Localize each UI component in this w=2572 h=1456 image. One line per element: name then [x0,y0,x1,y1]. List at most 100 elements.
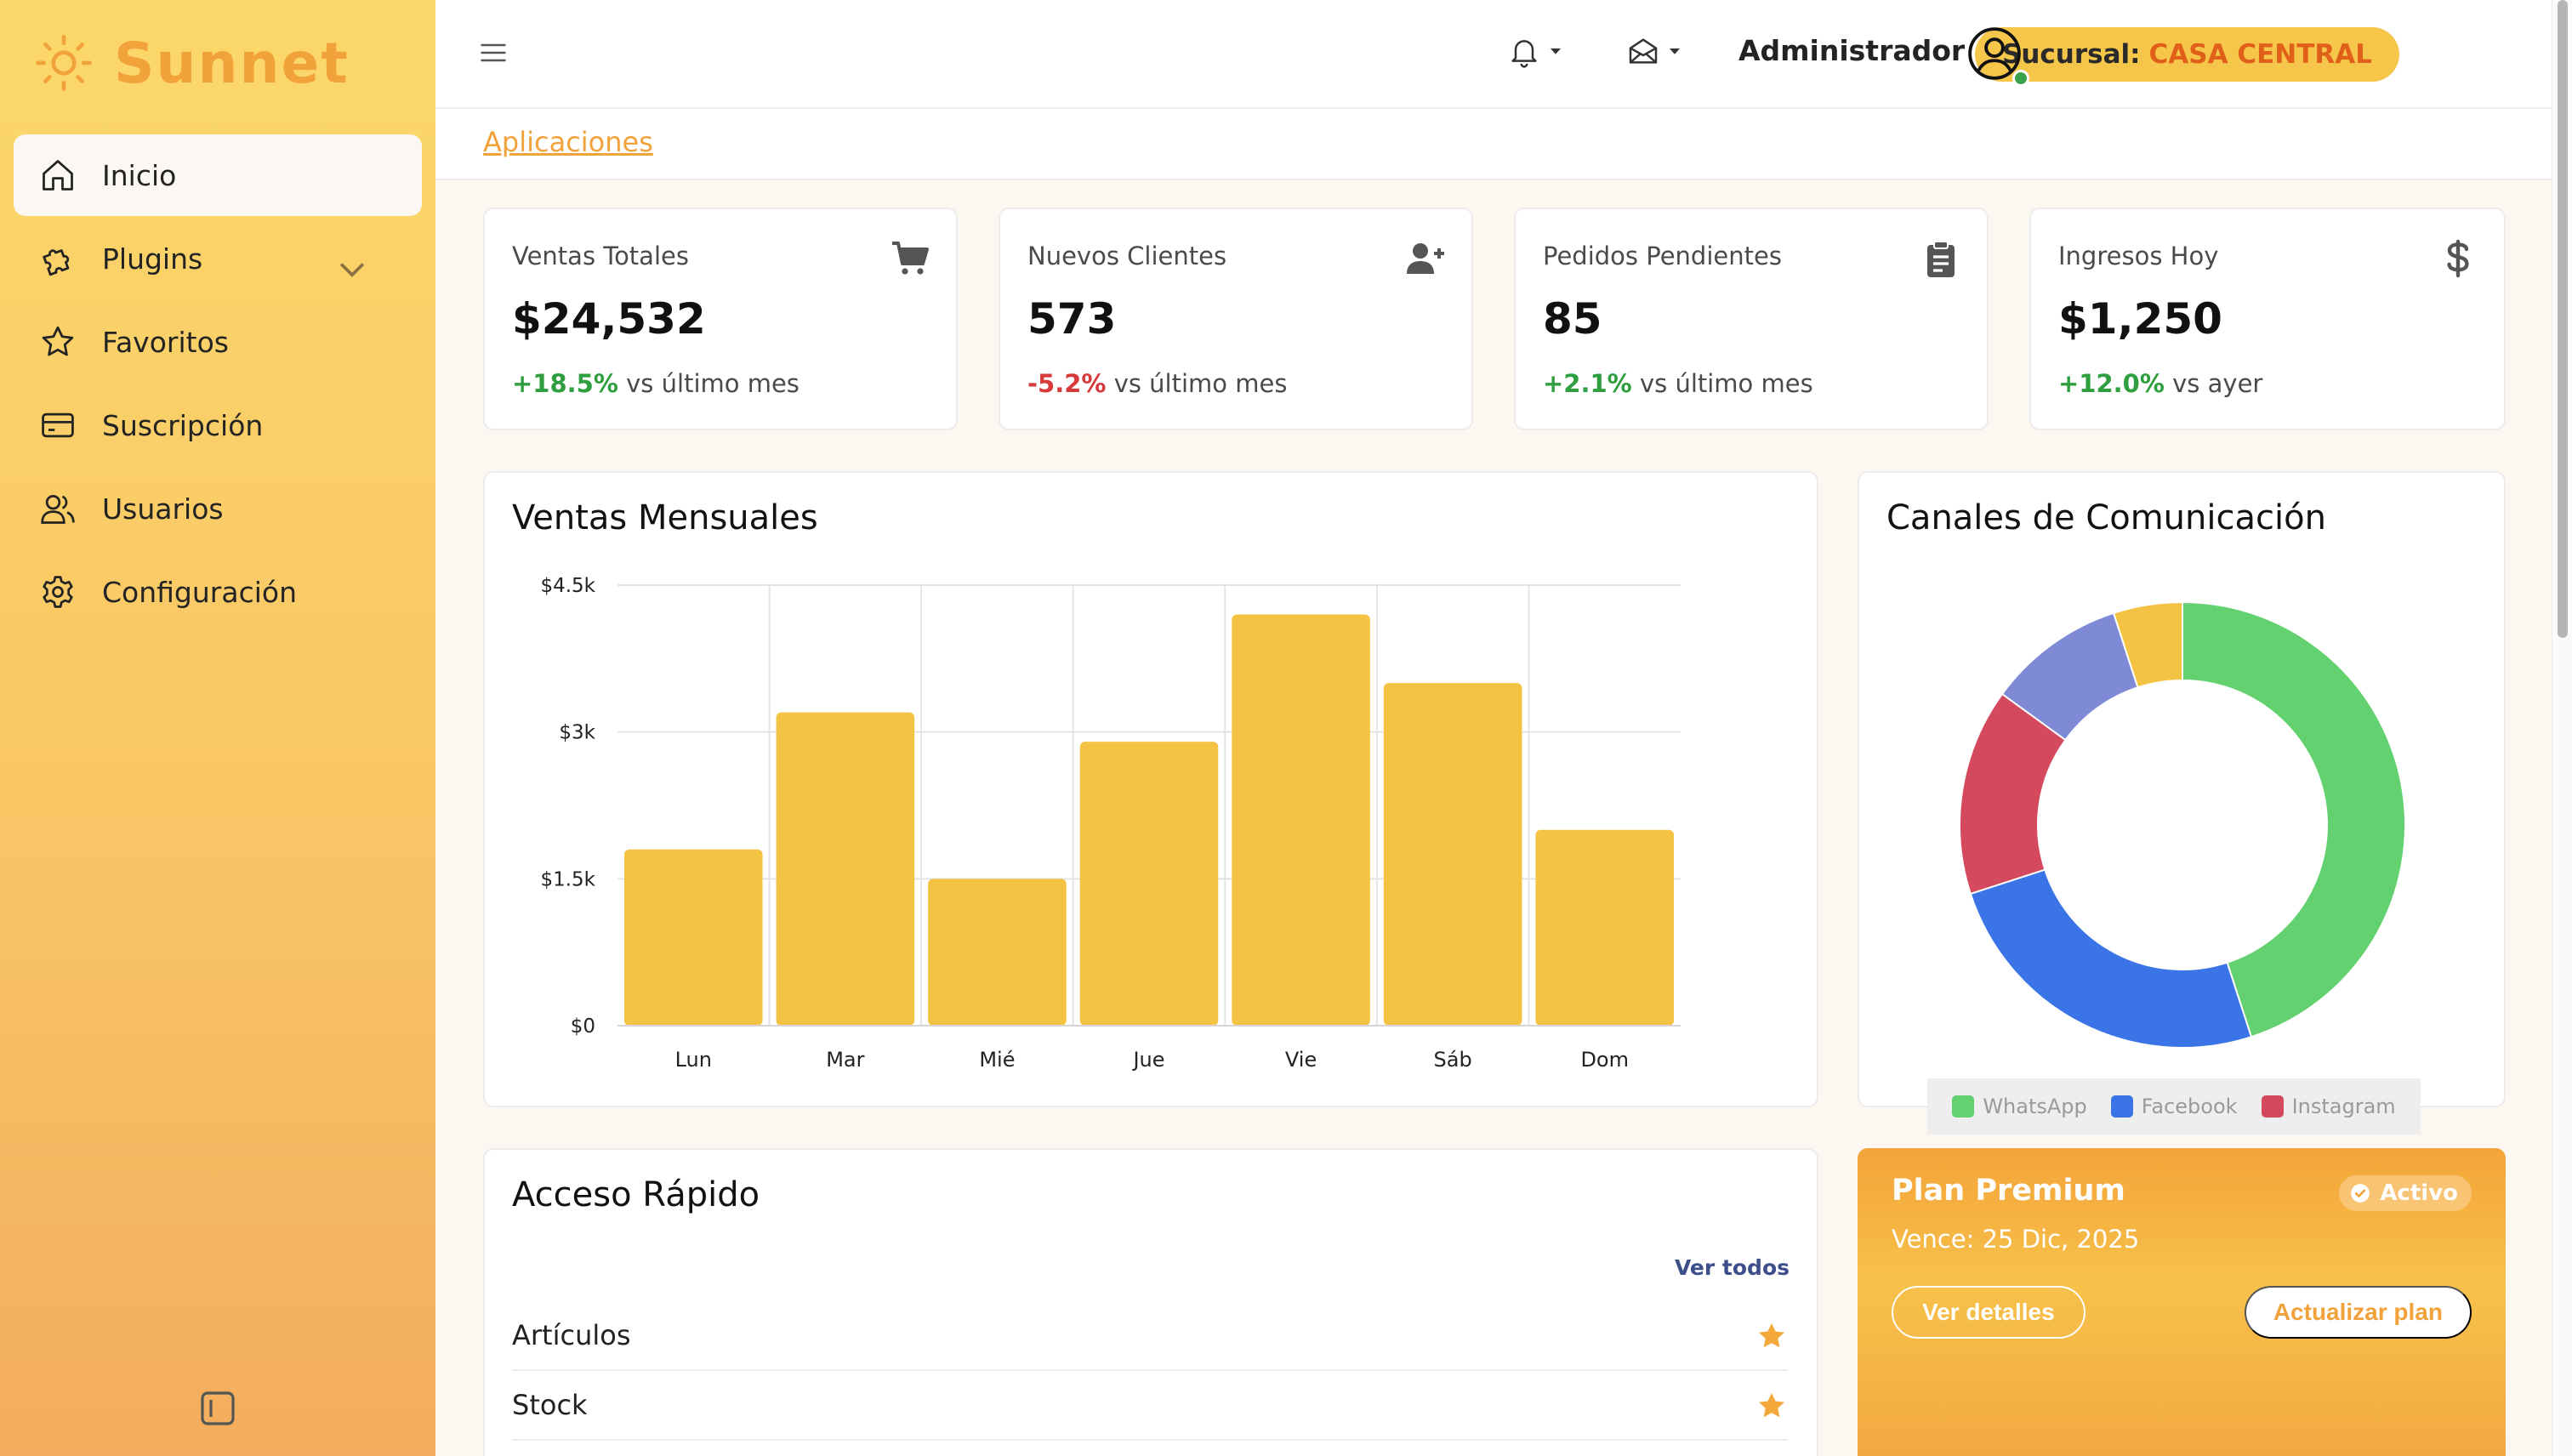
check-circle-icon [2351,1184,2370,1203]
sales-chart-title: Ventas Mensuales [512,498,818,537]
cart-icon [892,242,929,275]
star-icon [42,326,74,356]
bar [1535,829,1674,1026]
x-tick-label: Jue [1131,1048,1164,1072]
stat-change-suffix: vs último mes [1113,369,1288,398]
plan-expiry: Vence: 25 Dic, 2025 [1892,1225,2140,1254]
sidebar: Sunnet Inicio Plugins Favoritos Suscripc… [0,0,435,1456]
sidebar-collapse-icon[interactable] [197,1388,238,1429]
top-header: Administrador Sucursal: CASA CENTRAL [435,0,2552,109]
x-tick-label: Lun [675,1048,712,1072]
clipboard-icon [1927,241,1955,277]
bar [1232,614,1370,1026]
see-all-link[interactable]: Ver todos [1674,1255,1790,1280]
stat-value: 573 [1027,294,1117,344]
sidebar-item-usuarios[interactable]: Usuarios [14,468,422,549]
y-tick-label: $4.5k [540,575,595,597]
online-status-dot [2012,70,2029,87]
sidebar-item-label: Inicio [102,158,177,192]
stat-change: +2.1% vs último mes [1543,369,1813,398]
puzzle-icon [43,249,70,276]
stat-value: $24,532 [512,294,706,344]
star-icon[interactable] [1755,1320,1788,1352]
quick-access-item[interactable]: Stock [512,1371,1788,1441]
stat-change: -5.2% vs último mes [1027,369,1287,398]
sidebar-item-label: Favoritos [102,325,229,359]
status-badge-label: Activo [2380,1180,2458,1206]
star-icon[interactable] [1755,1390,1788,1422]
legend-label: WhatsApp [1983,1095,2087,1118]
bar [928,879,1067,1026]
x-tick-label: Dom [1580,1048,1629,1072]
sidebar-item-inicio[interactable]: Inicio [14,134,422,216]
stat-change: +12.0% vs ayer [2058,369,2262,398]
stat-card-today-income: Ingresos Hoy $1,250 +12.0% vs ayer [2029,208,2506,430]
stat-change-suffix: vs ayer [2172,369,2263,398]
sidebar-nav: Inicio Plugins Favoritos Suscripción Usu… [14,134,422,634]
x-tick-label: Mar [826,1048,864,1072]
page-scrollbar[interactable] [2552,0,2572,1456]
users-icon [41,494,75,524]
sidebar-item-label: Suscripción [102,408,264,442]
sidebar-item-label: Usuarios [102,492,224,526]
view-details-button[interactable]: Ver detalles [1892,1286,2085,1339]
legend-item-facebook[interactable]: Facebook [2110,1095,2238,1118]
donut-slice [2112,600,2183,689]
quick-access-item[interactable]: Artículos [512,1301,1788,1371]
breadcrumb-link[interactable]: Aplicaciones [483,126,653,158]
legend-swatch [2110,1095,2133,1118]
brand-name: Sunnet [114,30,350,96]
y-tick-label: $1.5k [540,868,595,890]
stat-title: Ventas Totales [512,242,689,270]
sun-icon [36,35,92,91]
legend-swatch [2261,1095,2284,1118]
upgrade-plan-button[interactable]: Actualizar plan [2244,1286,2472,1339]
stat-change-value: +2.1% [1543,369,1632,398]
sidebar-item-favoritos[interactable]: Favoritos [14,301,422,383]
channels-donut-chart [1959,600,2406,1049]
bar [624,849,763,1026]
caret-down-icon [1551,48,1561,54]
channels-chart-card: Canales de Comunicación [1858,471,2506,1107]
envelope-icon [1629,38,1658,64]
legend-item-instagram[interactable]: Instagram [2261,1095,2396,1118]
branch-label: Sucursal: [2002,39,2141,70]
bar [1383,683,1522,1026]
stat-change: +18.5% vs último mes [512,369,799,398]
sales-bar-chart: $0 $1.5k $3k $4.5k Lun Mar Mié Jue Vie Sáb Dom [540,575,1681,1072]
avatar[interactable] [1966,26,2023,82]
stat-change-value: +12.0% [2058,369,2165,398]
status-badge: Activo [2339,1175,2472,1211]
menu-icon[interactable] [478,37,509,68]
scrollbar-thumb[interactable] [2558,0,2568,638]
credit-card-icon [42,412,74,438]
y-tick-label: $3k [559,722,595,744]
notifications-dropdown[interactable] [1507,34,1563,68]
stat-change-value: +18.5% [512,369,618,398]
sidebar-item-suscripcion[interactable]: Suscripción [14,384,422,466]
legend-item-whatsapp[interactable]: WhatsApp [1952,1095,2087,1118]
sales-chart-card: Ventas Mensuales $0 $1.5k $3k $4.5k Lun Mar Mi… [483,471,1818,1107]
brand-logo[interactable]: Sunnet [34,29,350,97]
sidebar-item-plugins[interactable]: Plugins [14,218,422,299]
user-name[interactable]: Administrador [1738,34,1966,67]
channels-chart-title: Canales de Comunicación [1886,498,2326,537]
x-tick-label: Mié [979,1048,1015,1072]
donut-slice [2182,600,2406,1038]
stat-title: Nuevos Clientes [1027,242,1227,270]
stat-card-pending-orders: Pedidos Pendientes 85 +2.1% vs último me… [1514,208,1989,430]
chart-legend: WhatsApp Facebook Instagram [1927,1078,2421,1135]
y-tick-label: $0 [571,1015,595,1038]
x-tick-label: Sáb [1434,1048,1472,1072]
messages-dropdown[interactable] [1626,34,1682,68]
legend-label: Instagram [2291,1095,2396,1118]
caret-down-icon [1670,48,1680,54]
quick-access-title: Acceso Rápido [512,1175,760,1214]
bar [776,712,915,1026]
sidebar-item-label: Plugins [102,242,203,276]
sidebar-item-label: Configuración [102,575,298,609]
breadcrumb: Aplicaciones [435,109,2552,180]
home-icon [43,160,73,191]
branch-selector[interactable]: Sucursal: CASA CENTRAL [1975,27,2400,82]
sidebar-item-configuracion[interactable]: Configuración [14,551,422,633]
